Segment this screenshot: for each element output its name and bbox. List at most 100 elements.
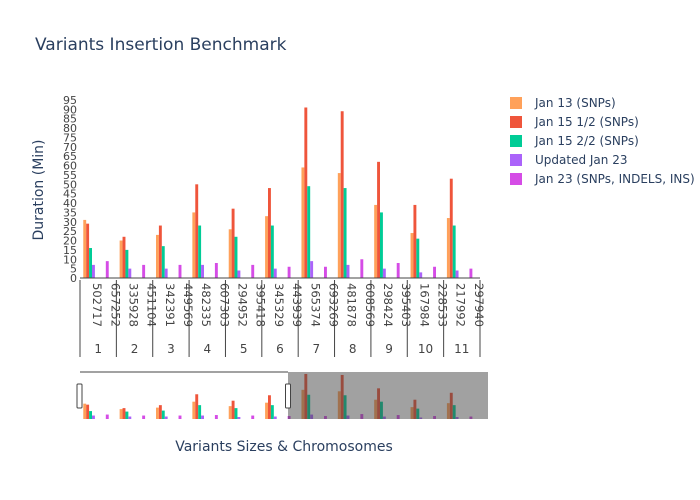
bar — [195, 184, 199, 278]
bar — [273, 268, 277, 278]
x-axis: 502717 657252 335928 451104 342391 449569 4823… — [80, 277, 486, 327]
mini-bar — [268, 395, 271, 419]
bar — [265, 216, 268, 278]
bar — [301, 167, 305, 278]
legend[interactable]: Jan 13 (SNPs) Jan 15 1/2 (SNPs) Jan 15 2/2… — [510, 96, 695, 186]
bar — [122, 236, 126, 278]
mini-bar — [105, 414, 109, 419]
bar — [337, 173, 341, 278]
x-tick-label: 565374 — [308, 283, 322, 327]
legend-swatch — [510, 154, 522, 166]
y-tick-label: 30 — [63, 216, 77, 229]
x-tick-label: 443939 — [290, 283, 304, 327]
group-label: 4 — [203, 342, 211, 356]
group-label: 5 — [240, 342, 248, 356]
legend-swatch — [510, 116, 522, 128]
bar — [161, 246, 165, 278]
bar — [270, 225, 274, 278]
y-tick-label: 0 — [70, 272, 77, 285]
bar — [343, 188, 347, 278]
chart-title: Variants Insertion Benchmark — [35, 35, 287, 55]
x-axis-title: Variants Sizes & Chromosomes — [175, 439, 393, 455]
bar — [287, 266, 291, 278]
bar — [128, 268, 132, 278]
x-axis-groups: 1 2 3 4 5 6 7 8 9 10 11 — [79, 280, 481, 357]
x-tick-label: 228533 — [436, 283, 450, 327]
bar — [83, 219, 87, 278]
bar — [449, 178, 453, 278]
bar — [382, 268, 386, 278]
x-tick-label: 335928 — [126, 283, 140, 327]
legend-label: Jan 23 (SNPs, INDELS, INS) — [534, 172, 695, 186]
bar — [158, 225, 162, 278]
y-axis-title: Duration (Min) — [31, 139, 47, 240]
bar — [346, 264, 350, 278]
mini-bar — [251, 415, 255, 419]
bar — [374, 204, 378, 278]
mini-bar — [178, 415, 182, 419]
y-tick-label: 90 — [63, 103, 77, 116]
group-label: 6 — [276, 342, 284, 356]
legend-label: Updated Jan 23 — [535, 153, 627, 167]
bar — [119, 240, 123, 278]
y-tick-label: 15 — [63, 244, 77, 257]
bar — [307, 186, 311, 278]
bar — [433, 266, 436, 278]
y-tick-label: 45 — [63, 188, 77, 201]
bar — [201, 264, 204, 278]
range-slider-handle-right[interactable] — [285, 383, 291, 409]
mini-bar — [164, 416, 168, 419]
group-label: 9 — [385, 342, 393, 356]
mini-bar — [156, 407, 159, 419]
legend-swatch — [510, 135, 522, 147]
x-tick-label: 294952 — [236, 283, 250, 327]
y-tick-label: 60 — [63, 160, 77, 173]
group-label: 1 — [94, 342, 102, 356]
mini-bar — [195, 394, 199, 419]
mini-bar — [158, 405, 162, 419]
group-label: 3 — [167, 342, 175, 356]
bar — [192, 212, 196, 278]
mini-bar — [273, 416, 277, 419]
legend-item[interactable]: Jan 13 (SNPs) — [510, 96, 616, 110]
mini-bar — [86, 404, 90, 419]
legend-item[interactable]: Jan 15 2/2 (SNPs) — [510, 134, 639, 148]
legend-item[interactable]: Jan 23 (SNPs, INDELS, INS) — [510, 172, 695, 186]
bar — [125, 249, 129, 278]
legend-label: Jan 15 2/2 (SNPs) — [534, 134, 639, 148]
range-slider-handle-left[interactable] — [76, 383, 83, 409]
bar — [446, 218, 450, 278]
mini-bar — [231, 400, 235, 419]
x-tick-label: 481878 — [345, 283, 359, 327]
bar — [396, 263, 400, 278]
mini-bar — [270, 405, 274, 419]
mini-bar — [128, 416, 132, 419]
legend-item[interactable]: Updated Jan 23 — [510, 153, 627, 167]
range-slider[interactable] — [76, 371, 489, 420]
bar — [324, 266, 327, 278]
group-label: 7 — [313, 342, 321, 356]
range-slider-mask — [288, 372, 488, 419]
bar — [268, 188, 271, 278]
x-tick-label: 657252 — [108, 283, 122, 327]
x-tick-label: 451104 — [145, 283, 159, 327]
mini-bar — [214, 415, 218, 419]
mini-bar — [237, 417, 241, 419]
x-tick-label: 693269 — [326, 283, 340, 327]
bar — [413, 204, 417, 278]
x-tick-label: 482335 — [199, 283, 213, 327]
group-label: 8 — [349, 342, 357, 356]
bar — [360, 259, 364, 278]
y-tick-label: 10 — [63, 253, 77, 266]
x-tick-label: 608569 — [363, 283, 377, 327]
bar — [340, 111, 344, 279]
y-tick-label: 25 — [63, 225, 77, 238]
bar — [228, 229, 232, 278]
legend-item[interactable]: Jan 15 1/2 (SNPs) — [510, 115, 639, 129]
y-tick-label: 5 — [70, 263, 77, 276]
bar — [105, 261, 109, 278]
x-tick-label: 342391 — [163, 283, 177, 327]
bar — [452, 225, 456, 278]
